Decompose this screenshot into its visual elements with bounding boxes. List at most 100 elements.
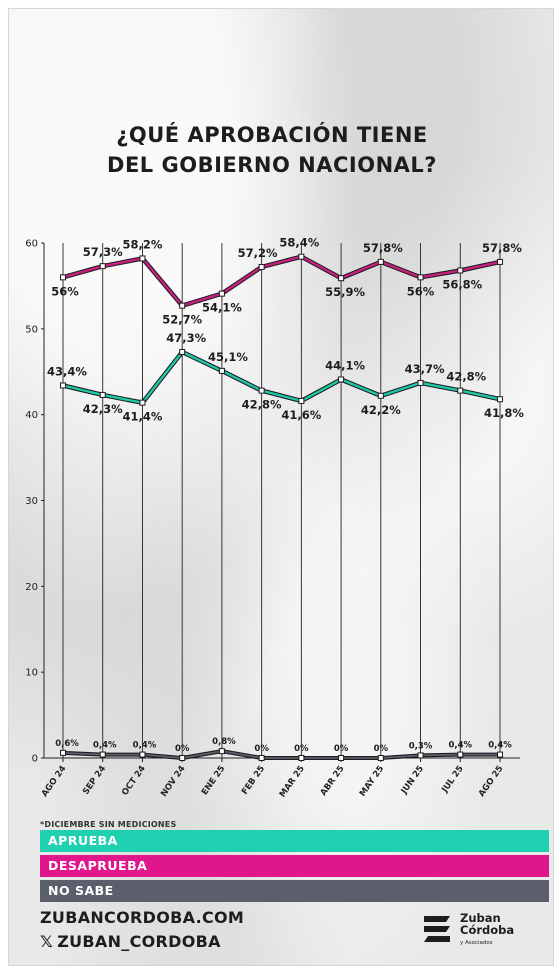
- data-point-desaprueba: [457, 267, 464, 274]
- website-link[interactable]: ZUBANCORDOBA.COM: [40, 908, 245, 927]
- data-point-desaprueba: [179, 302, 186, 309]
- data-label-no-sabe: 0%: [334, 744, 349, 754]
- data-point-aprueba: [417, 379, 424, 386]
- data-label-aprueba: 41,6%: [281, 408, 321, 422]
- x-logo-icon: 𝕏: [40, 932, 54, 951]
- data-label-aprueba: 42,3%: [83, 402, 123, 416]
- data-label-desaprueba: 56,8%: [442, 277, 482, 291]
- y-tick-label: 40: [25, 410, 38, 421]
- data-point-desaprueba: [60, 274, 66, 281]
- data-point-aprueba: [179, 349, 186, 356]
- title-line-1: ¿QUÉ APROBACIÓN TIENE: [116, 123, 428, 147]
- data-point-desaprueba: [298, 253, 305, 260]
- series-line-outline-desaprueba: [62, 254, 501, 308]
- data-point-no-sabe: [258, 755, 265, 761]
- data-point-no-sabe: [60, 749, 66, 756]
- data-label-desaprueba: 58,4%: [279, 236, 319, 250]
- data-label-aprueba: 42,2%: [361, 403, 401, 417]
- data-label-no-sabe: 0,3%: [409, 741, 433, 751]
- data-point-aprueba: [60, 382, 66, 389]
- data-label-aprueba: 43,4%: [47, 364, 87, 378]
- x-tick-label: SEP 24: [81, 764, 108, 797]
- data-point-no-sabe: [377, 755, 384, 761]
- legend-item-aprueba: APRUEBA: [40, 830, 549, 852]
- data-label-aprueba: 47,3%: [166, 331, 206, 345]
- data-label-desaprueba: 56%: [51, 284, 79, 298]
- data-point-aprueba: [377, 392, 384, 399]
- data-point-aprueba: [497, 396, 503, 403]
- x-tick-label: FEB 25: [240, 764, 267, 797]
- logo-mark-icon: [424, 916, 450, 942]
- data-point-no-sabe: [457, 751, 464, 758]
- data-label-desaprueba: 57,8%: [482, 241, 522, 255]
- line-chart: 0 10 20 30 40 50 60 AGO 24 SEP 24 OCT 24 NOV 24 ENE…: [25, 236, 524, 800]
- data-label-no-sabe: 0%: [374, 744, 389, 754]
- data-point-desaprueba: [338, 275, 345, 282]
- x-tick-label: AGO 25: [477, 764, 506, 799]
- social-handle[interactable]: 𝕏 ZUBAN_CORDOBA: [40, 932, 221, 951]
- data-label-no-sabe: 0,6%: [55, 739, 79, 749]
- x-tick-label: NOV 24: [159, 764, 188, 799]
- logo-line-1: Zuban: [460, 911, 501, 925]
- data-label-aprueba: 45,1%: [208, 350, 248, 364]
- data-label-no-sabe: 0%: [254, 744, 269, 754]
- logo-subtitle: y Asociados: [460, 940, 493, 946]
- x-tick-label: ABR 25: [319, 764, 347, 798]
- data-point-desaprueba: [139, 255, 146, 262]
- x-tick-label: ENE 25: [200, 764, 227, 797]
- data-point-no-sabe: [179, 755, 186, 761]
- legend-item-desaprueba: DESAPRUEBA: [40, 855, 549, 877]
- footnote: *DICIEMBRE SIN MEDICIONES: [40, 820, 177, 829]
- series-line-aprueba: [62, 350, 501, 404]
- data-label-desaprueba: 57,3%: [83, 245, 123, 259]
- x-tick-label: MAR 25: [278, 764, 307, 800]
- data-label-no-sabe: 0%: [175, 744, 190, 754]
- company-logo: Zuban Córdoba y Asociados: [420, 910, 530, 954]
- data-point-aprueba: [298, 397, 305, 404]
- logo-line-2: Córdoba: [460, 923, 515, 937]
- data-label-desaprueba: 58,2%: [123, 237, 163, 251]
- data-label-no-sabe: 0%: [294, 744, 309, 754]
- data-point-no-sabe: [497, 751, 503, 758]
- data-point-aprueba: [99, 391, 106, 398]
- data-label-aprueba: 41,8%: [484, 406, 524, 420]
- data-point-desaprueba: [377, 258, 384, 265]
- data-label-desaprueba: 52,7%: [162, 313, 202, 327]
- y-tick-label: 0: [32, 754, 38, 765]
- data-point-no-sabe: [218, 748, 225, 755]
- x-tick-label: JUL 25: [440, 764, 466, 795]
- x-tick-label: OCT 24: [120, 764, 148, 798]
- data-label-no-sabe: 0,4%: [133, 741, 157, 751]
- data-point-aprueba: [338, 376, 345, 383]
- data-point-no-sabe: [298, 755, 305, 761]
- data-point-desaprueba: [258, 264, 265, 271]
- logo-text: Zuban Córdoba: [460, 912, 514, 936]
- data-label-desaprueba: 56%: [407, 284, 435, 298]
- data-point-aprueba: [139, 399, 146, 406]
- legend-item-no-sabe: NO SABE: [40, 880, 549, 902]
- data-label-no-sabe: 0,8%: [212, 737, 236, 747]
- data-label-aprueba: 43,7%: [405, 362, 445, 376]
- data-point-desaprueba: [218, 290, 225, 297]
- data-point-aprueba: [457, 387, 464, 394]
- data-label-desaprueba: 54,1%: [202, 301, 242, 315]
- data-point-no-sabe: [417, 752, 424, 759]
- chart-title: ¿QUÉ APROBACIÓN TIENE DEL GOBIERNO NACIO…: [0, 120, 544, 180]
- data-point-aprueba: [258, 387, 265, 394]
- y-tick-label: 10: [25, 668, 38, 679]
- data-point-desaprueba: [497, 258, 503, 265]
- grunge-background: [9, 9, 553, 965]
- data-label-desaprueba: 57,8%: [363, 241, 403, 255]
- data-label-aprueba: 42,8%: [242, 398, 282, 412]
- x-tick-label: MAY 25: [358, 764, 386, 799]
- series-line-no-sabe: [62, 750, 500, 759]
- title-line-2: DEL GOBIERNO NACIONAL?: [107, 153, 437, 177]
- y-tick-label: 50: [25, 324, 38, 335]
- series-line-desaprueba: [62, 255, 501, 307]
- social-handle-text: ZUBAN_CORDOBA: [57, 932, 221, 951]
- data-label-desaprueba: 55,9%: [325, 285, 365, 299]
- data-point-no-sabe: [99, 751, 106, 758]
- data-label-aprueba: 44,1%: [325, 358, 365, 372]
- y-tick-label: 30: [25, 496, 38, 507]
- data-label-no-sabe: 0,4%: [448, 741, 472, 751]
